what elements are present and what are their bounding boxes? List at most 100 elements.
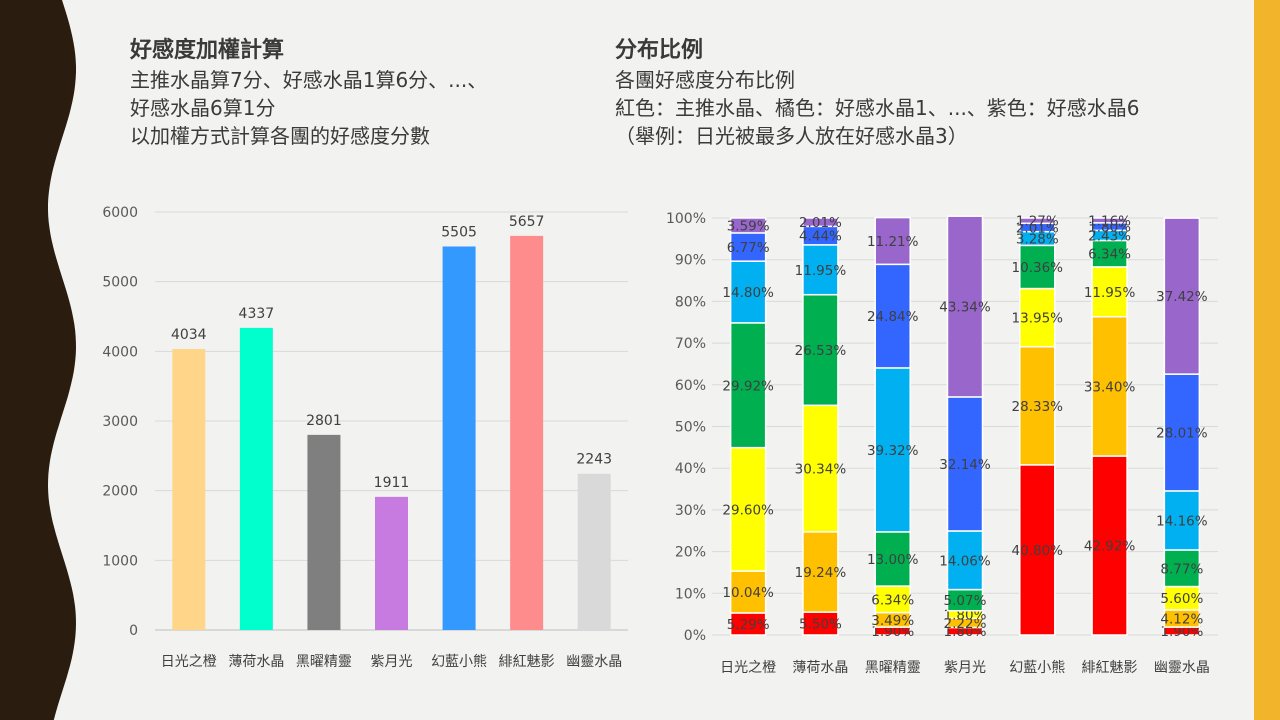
bar [307,434,341,630]
score-bar-chart: 0 1000 2000 3000 4000 5000 6000 4034 日光之橙 4337 薄荷水… [102,205,628,670]
segment-data-label: 32.14% [939,457,991,473]
segment-data-label: 28.01% [1156,426,1208,442]
stacked-segment [729,570,767,614]
x-tick-label: 黑曜精靈 [296,654,352,670]
stacked-segment [802,217,839,228]
segment-data-label: 14.06% [939,553,991,569]
segment-data-label: 30.34% [795,462,847,478]
segment-data-label: 13.00% [867,552,919,568]
stacked-segment [874,531,911,587]
segment-data-label: 37.42% [1156,289,1208,305]
segment-data-label: 1.80% [1088,220,1131,236]
y-tick-label: 90% [675,253,706,269]
stacked-segment [874,216,911,266]
x-tick-label: 薄荷水晶 [228,654,284,670]
bar-data-label: 2243 [576,452,612,468]
segment-data-label: 11.21% [867,234,919,250]
segment-data-label: 19.24% [795,565,847,581]
segment-data-label: 5.50% [799,617,842,633]
left-heading-line-2: 好感水晶6算1分 [130,96,276,120]
x-tick-label: 幻藍小熊 [1009,660,1065,676]
stacked-segment [729,260,767,324]
stacked-segment [729,322,767,449]
segment-data-label: 10.04% [722,585,774,601]
segment-data-label: 11.95% [1084,285,1136,301]
bar [172,348,206,630]
stacked-segment [729,217,767,234]
y-tick-label: 3000 [102,414,138,430]
right-heading: 分布比例 各團好感度分布比例 紅色：主推水晶、橘色：好感水晶1、...、紫色：好… [615,36,1255,150]
y-tick-label: 5000 [102,275,138,291]
bar [239,327,273,630]
right-accent-bar [1254,0,1280,720]
y-tick-label: 1000 [102,553,138,569]
left-heading-line-1: 主推水晶算7分、好感水晶1算6分、...、 [130,68,488,92]
stacked-segment [1019,217,1056,225]
right-heading-title: 分布比例 [615,38,704,63]
segment-data-label: 1.16% [1088,213,1131,229]
bar [510,235,544,630]
segment-data-label: 3.28% [1016,232,1059,248]
stacked-segment [1019,287,1056,348]
segment-data-label: 24.84% [867,309,919,325]
x-tick-label: 日光之橙 [161,654,217,670]
segment-data-label: 4.12% [1160,611,1203,627]
y-tick-label: 80% [675,294,706,310]
x-tick-label: 薄荷水晶 [792,660,848,676]
bar [442,246,476,631]
right-heading-line-1: 各團好感度分布比例 [615,68,795,92]
stacked-segment [946,215,984,398]
stacked-segment [802,404,839,533]
segment-data-label: 28.33% [1012,399,1064,415]
segment-data-label: 8.77% [1160,561,1203,577]
stacked-segment [802,244,839,296]
x-tick-label: 幽靈水晶 [566,654,622,670]
segment-data-label: 6.34% [871,592,914,608]
stacked-segment [1091,266,1128,318]
segment-data-label: 2.01% [799,215,842,231]
segment-data-label: 1.90% [871,624,914,640]
y-tick-label: 10% [675,586,706,602]
stacked-segment [1091,217,1128,224]
y-tick-label: 2000 [102,484,138,500]
stacked-segment [729,232,767,262]
y-tick-label: 0 [129,623,138,639]
left-heading-line-3: 以加權方式計算各團的好感度分數 [130,124,430,148]
segment-data-label: 6.77% [727,240,770,256]
x-tick-label: 幽靈水晶 [1154,660,1210,676]
segment-data-label: 3.49% [871,613,914,629]
x-tick-label: 幻藍小熊 [431,654,487,670]
segment-data-label: 5.60% [1160,591,1203,607]
stacked-segment [802,531,839,613]
bar-data-label: 1911 [374,475,410,491]
segment-data-label: 3.59% [727,218,770,234]
right-heading-line-2: 紅色：主推水晶、橘色：好感水晶1、...、紫色：好感水晶6 [615,96,1140,120]
y-tick-label: 100% [666,211,706,227]
segment-data-label: 40.80% [1012,543,1064,559]
stacked-segment [946,530,984,591]
x-tick-label: 紫月光 [944,660,986,676]
segment-data-label: 43.34% [939,300,991,316]
segment-data-label: 5.29% [727,617,770,633]
segment-data-label: 11.95% [795,263,847,279]
segment-data-label: 1.90% [1160,624,1203,640]
stacked-segment [802,293,839,407]
segment-data-label: 1.80% [944,607,987,623]
x-tick-label: 日光之橙 [720,660,776,676]
segment-data-label: 14.16% [1156,513,1208,529]
x-tick-label: 緋紅魅影 [1082,660,1138,676]
bar [577,473,611,630]
segment-data-label: 33.40% [1084,379,1136,395]
y-tick-label: 30% [675,503,706,519]
distribution-stacked-bar-chart: 0% 10% 20% 30% 40% 50% 60% 70% 80% 90% 100% 5.29% 10… [666,211,1218,676]
bar-data-label: 2801 [306,413,342,429]
segment-data-label: 42.92% [1084,539,1136,555]
left-wave-decoration [0,0,76,720]
bar-data-label: 5657 [509,214,545,230]
stacked-segment [1163,490,1201,551]
y-tick-label: 6000 [102,205,138,221]
segment-data-label: 29.92% [722,378,774,394]
segment-data-label: 14.80% [722,285,774,301]
bar-data-label: 4337 [239,306,275,322]
segment-data-label: 1.80% [944,624,987,640]
